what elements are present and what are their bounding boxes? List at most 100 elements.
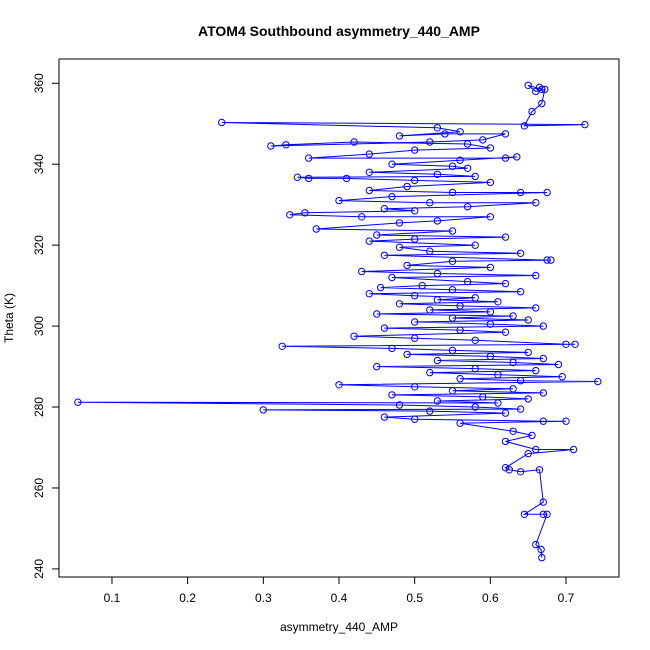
data-point — [463, 277, 472, 286]
y-tick-label: 320 — [32, 235, 46, 255]
data-point — [471, 336, 479, 344]
data-point — [486, 308, 495, 316]
data-point — [448, 387, 457, 395]
data-point — [305, 174, 313, 183]
x-tick-label: 0.1 — [104, 591, 121, 605]
data-point — [537, 545, 545, 554]
data-point — [532, 271, 540, 280]
data-point — [501, 130, 510, 138]
data-point — [532, 304, 540, 312]
data-point — [433, 269, 442, 278]
data-point — [388, 160, 396, 168]
data-point — [358, 267, 366, 276]
y-tick-label: 280 — [32, 397, 46, 417]
data-point — [395, 300, 404, 308]
data-point — [562, 340, 570, 348]
data-point — [494, 298, 502, 306]
data-point — [282, 141, 290, 149]
data-point — [528, 107, 536, 116]
data-point — [395, 219, 404, 227]
data-point — [539, 354, 547, 363]
data-point — [411, 146, 419, 154]
data-point — [543, 510, 551, 518]
data-point — [365, 186, 373, 195]
data-point — [335, 381, 343, 389]
data-point — [278, 342, 286, 350]
data-point — [501, 437, 510, 446]
data-point — [524, 395, 532, 403]
data-point — [365, 290, 373, 298]
data-point — [395, 401, 404, 409]
y-tick-label: 260 — [32, 478, 46, 498]
data-point — [535, 466, 544, 474]
data-point — [456, 156, 464, 164]
data-point — [501, 279, 510, 288]
data-point — [365, 150, 373, 158]
data-point — [365, 168, 373, 177]
data-point — [267, 142, 275, 150]
data-point — [380, 413, 389, 421]
data-point — [541, 85, 549, 94]
data-point — [426, 306, 434, 314]
data-point — [539, 498, 547, 506]
data-point — [426, 247, 434, 255]
data-point — [509, 427, 517, 435]
data-point — [456, 375, 464, 383]
data-point — [426, 138, 434, 146]
data-point — [358, 213, 366, 221]
data-point — [501, 328, 510, 336]
data-point — [509, 358, 517, 367]
data-point — [528, 431, 536, 440]
data-point — [524, 348, 532, 357]
data-point — [395, 243, 404, 251]
data-point — [486, 352, 495, 361]
data-point — [403, 261, 411, 270]
data-point — [471, 294, 479, 302]
plot-frame — [58, 58, 620, 578]
data-point — [543, 256, 551, 264]
data-point — [520, 510, 529, 518]
y-axis: 240 260 280 300 320 340 360 — [32, 73, 60, 579]
data-point — [373, 310, 381, 318]
data-point — [569, 445, 578, 454]
data-point — [520, 122, 529, 130]
data-point — [509, 385, 517, 393]
data-point — [486, 320, 495, 328]
data-point — [395, 132, 404, 140]
data-layer — [74, 81, 602, 562]
data-point — [554, 360, 563, 369]
y-tick-label: 360 — [32, 73, 46, 93]
data-point — [312, 225, 320, 233]
data-point — [411, 292, 419, 300]
data-point — [543, 188, 551, 197]
data-point — [539, 510, 547, 518]
data-point — [342, 174, 351, 183]
data-point — [471, 172, 479, 181]
data-point — [286, 211, 294, 219]
data-point — [388, 192, 396, 201]
data-point — [516, 188, 525, 197]
data-point — [516, 377, 525, 385]
data-point — [486, 178, 495, 187]
data-point — [418, 281, 426, 290]
data-point — [516, 288, 525, 296]
data-point — [426, 407, 434, 415]
data-point — [350, 138, 358, 146]
data-point — [403, 350, 411, 359]
data-point — [513, 153, 521, 161]
data-point — [433, 397, 442, 405]
data-point — [524, 81, 532, 90]
data-point — [218, 118, 226, 127]
data-point — [538, 553, 546, 562]
data-point — [365, 237, 373, 245]
data-point — [448, 314, 457, 322]
data-point — [411, 207, 419, 215]
data-point — [516, 405, 525, 413]
x-axis-label: asymmetry_440_AMP — [280, 620, 398, 634]
y-tick-label: 340 — [32, 154, 46, 174]
data-point — [411, 235, 419, 243]
data-point — [471, 403, 479, 411]
data-point — [380, 205, 389, 213]
